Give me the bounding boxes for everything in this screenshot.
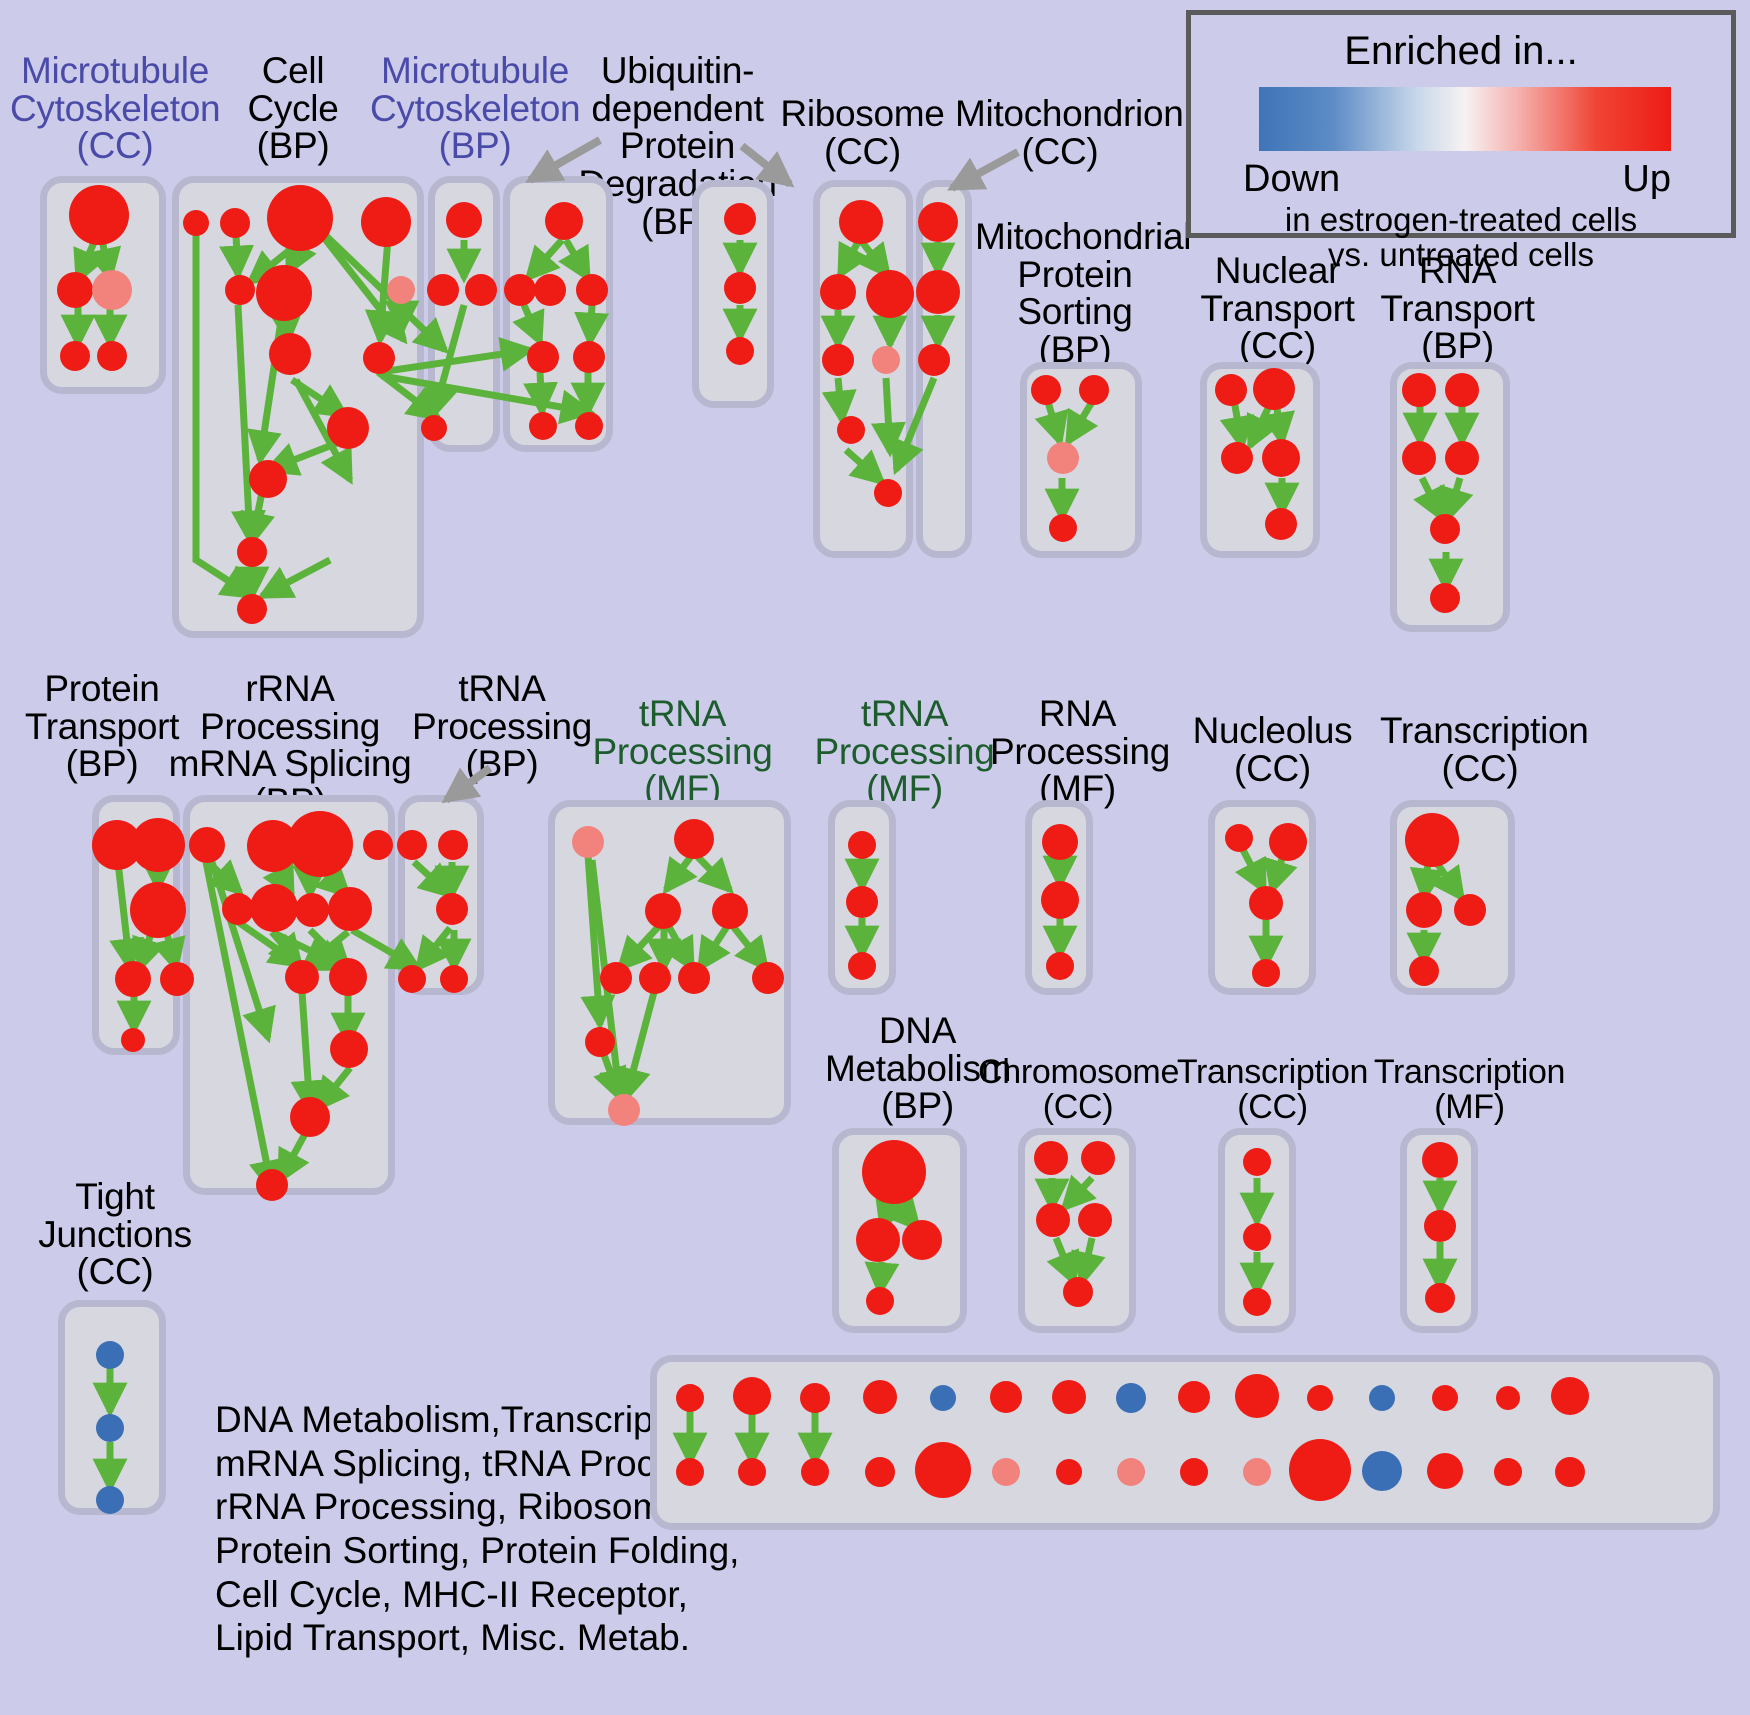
label-trna-processing-mf-1: tRNA Processing (MF) [592,693,773,810]
label-rna-transport-bp: RNA Transport (BP) [1380,250,1535,367]
label-ribosome-cc: Ribosome (CC) [780,93,945,172]
box-trna-processing-mf-1 [548,800,791,1125]
box-ribosome-cc [813,180,913,558]
box-transcription-cc-1 [1390,800,1515,995]
label-microtubule-cytoskeleton-cc: Microtubule Cytoskeleton (CC) [10,50,221,167]
label-rrna-processing-mrna-splicing-bp: rRNA Processing mRNA Splicing (BP) [168,668,412,821]
box-dna-metabolism-bp [832,1128,967,1333]
box-nucleolus-cc [1208,800,1316,995]
label-transcription-mf: Transcription (MF) [1373,1053,1566,1126]
legend-panel: Enriched in... Down Up in estrogen-treat… [1186,10,1736,272]
box-cell-cycle-bp [172,176,424,638]
box-chromosome-cc [1018,1128,1136,1333]
label-nuclear-transport-cc: Nuclear Transport (CC) [1200,250,1355,367]
label-chromosome-cc: Chromosome (CC) [978,1053,1180,1126]
box-rrna-mrna-splicing-bp [183,795,395,1195]
label-mitochondrion-cc: Mitochondrion (CC) [955,93,1184,172]
label-nucleolus-cc: Nucleolus (CC) [1192,710,1353,789]
label-transcription-cc-2: Transcription (CC) [1176,1053,1369,1126]
label-protein-transport-bp: Protein Transport (BP) [24,668,180,785]
label-tight-junctions-cc: Tight Junctions (CC) [38,1176,192,1293]
box-protein-transport-bp [92,795,180,1055]
box-transcription-cc-2 [1218,1128,1296,1333]
label-microtubule-cytoskeleton-bp: Microtubule Cytoskeleton (BP) [370,50,581,167]
box-rna-processing-mf [1025,800,1093,995]
box-tight-junctions-cc [58,1300,166,1515]
label-trna-processing-mf-2: tRNA Processing (MF) [814,693,995,810]
legend-up-label: Up [1622,158,1671,200]
label-dna-metabolism-bp: DNA Metabolism (BP) [825,1010,1012,1127]
label-mitochondrial-protein-sorting-bp: Mitochondrial Protein Sorting (BP) [975,216,1192,371]
legend-title: Enriched in... [1344,29,1578,73]
box-microtubule-cytoskeleton-bp [428,176,500,452]
box-trna-processing-bp [398,795,484,995]
box-ubiquitin-protein-degradation-bp [503,176,613,452]
box-rna-transport-bp [1390,362,1510,632]
box-mitochondrial-protein-sorting-bp [1020,362,1142,558]
box-microtubule-cytoskeleton-cc [40,176,166,394]
box-nuclear-transport-cc [1200,362,1320,558]
legend-color-gradient [1259,87,1671,151]
legend-down-label: Down [1243,158,1341,200]
label-transcription-cc-1: Transcription (CC) [1380,710,1589,789]
label-cell-cycle-bp: Cell Cycle (BP) [247,50,339,167]
box-transcription-mf [1400,1128,1478,1333]
legend-subtitle: in estrogen-treated cells vs. untreated … [1284,201,1638,273]
box-ubiquitin-chain [692,180,774,408]
box-misc-modules-strip [650,1355,1720,1530]
box-trna-processing-mf-2 [828,800,896,995]
label-trna-processing-bp: tRNA Processing (BP) [412,668,593,785]
label-rna-processing-mf: RNA Processing (MF) [990,693,1171,810]
box-mitochondrion-cc [916,180,972,558]
